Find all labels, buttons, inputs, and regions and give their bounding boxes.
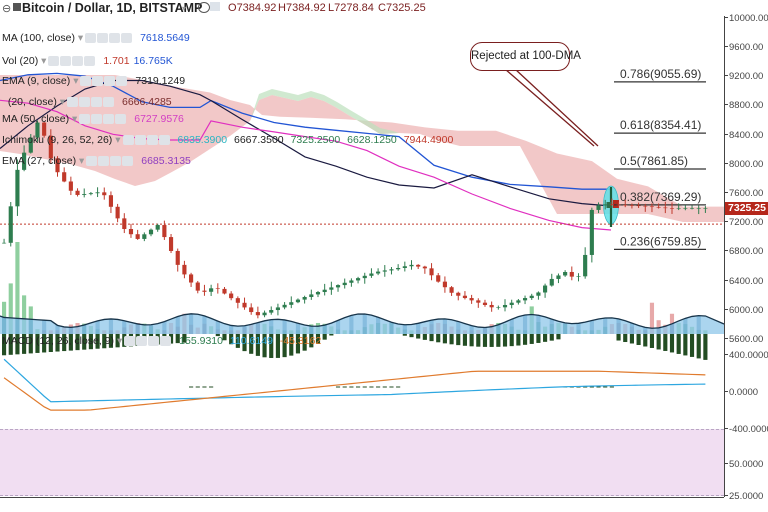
svg-text:0.786(9055.69): 0.786(9055.69) (620, 67, 701, 81)
svg-text:0.5(7861.85): 0.5(7861.85) (620, 154, 688, 168)
svg-text:0.618(8354.41): 0.618(8354.41) (620, 118, 701, 132)
svg-text:0.382(7369.29): 0.382(7369.29) (620, 190, 701, 204)
svg-text:0.236(6759.85): 0.236(6759.85) (620, 234, 701, 248)
